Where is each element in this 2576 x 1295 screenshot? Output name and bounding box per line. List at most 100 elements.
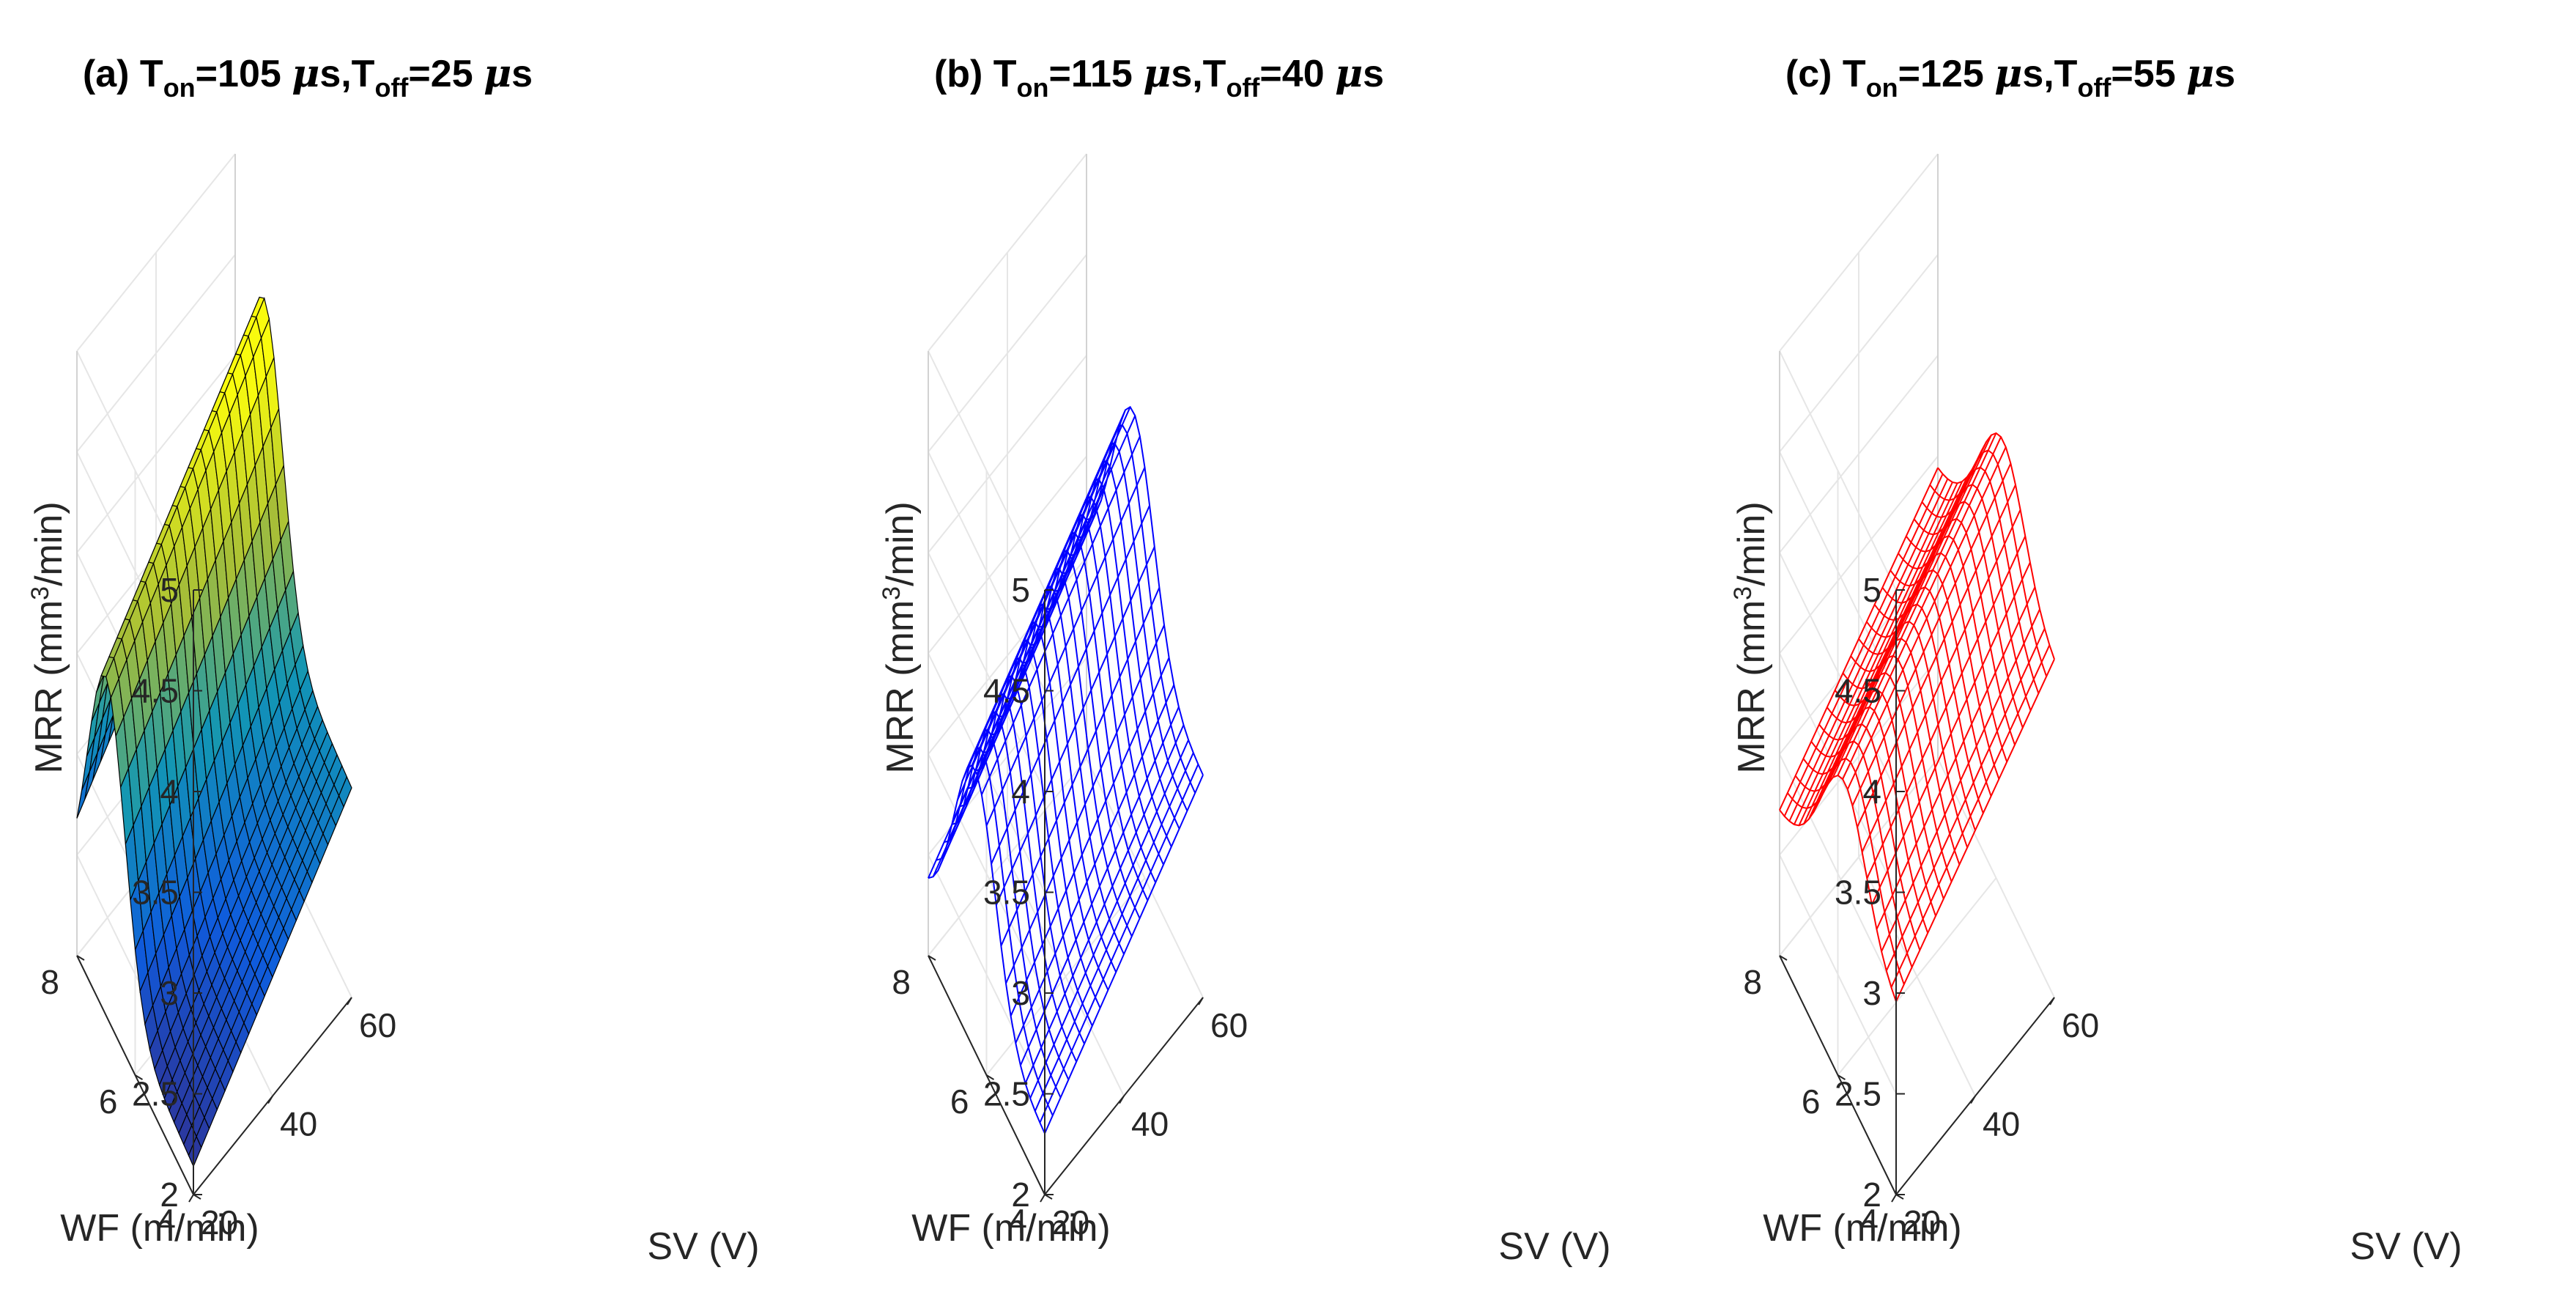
z-axis-label: MRR (mm3/min) [26,501,70,773]
mesh-line [983,638,1101,1008]
z-tick-label: 2 [160,1176,179,1214]
x-tick-label: 20 [201,1203,238,1241]
x-axis-label: SV (V) [2350,1225,2462,1268]
x-tick [2049,997,2055,1006]
x-tick [1119,1095,1125,1104]
y-axis-label: WF (m/min) [60,1207,259,1250]
panel-title: (c) Ton=125 μs,Toff=55 μs [1785,51,2235,103]
axes: 20 40 60 4 6 8 2 2.5 3 3.5 4 4.5 5 [40,571,396,1241]
x-tick [267,1095,273,1104]
grid-line [1837,877,1997,1076]
z-tick-label: 2.5 [1835,1075,1881,1113]
mesh-line [1062,460,1180,830]
mesh-line [1015,567,1133,937]
x-tick [1970,1095,1976,1104]
z-tick-label: 4.5 [1835,672,1881,710]
mesh-line [1890,534,2008,762]
mesh-line [1921,466,2040,694]
z-tick-label: 2 [1862,1176,1881,1214]
mesh-line [1873,569,1992,797]
mesh-line [967,674,1085,1044]
mesh-line [991,621,1109,991]
z-tick-label: 3 [160,974,179,1012]
mesh-line [1046,495,1164,866]
mesh-line [1850,620,1969,848]
grid-line [928,758,1087,956]
mesh-line [1023,549,1141,919]
mesh-line [1906,501,2024,728]
x-tick-label: 20 [1903,1203,1941,1241]
mesh-line [936,746,1054,1116]
z-tick-label: 2.5 [132,1075,179,1113]
x-tick [347,997,352,1006]
mesh-line [1929,449,2048,677]
mesh-line [952,710,1070,1080]
mesh-line [1802,723,1921,951]
surface [76,296,352,1168]
z-tick-label: 4 [1862,772,1881,811]
y-tick-label: 6 [1802,1082,1821,1121]
x-axis-label: SV (V) [1498,1225,1610,1268]
z-axis-label: MRR (mm3/min) [878,501,922,773]
mesh [928,405,1204,1134]
axes: 20 40 60 4 6 8 2 2.5 3 3.5 4 4.5 5 [892,571,1248,1241]
mesh-line [1054,477,1172,847]
z-tick-label: 3.5 [132,874,179,912]
mesh-line [1881,552,2000,780]
mesh-line [959,693,1078,1063]
x-tick-label: 40 [1131,1105,1169,1143]
grid-line [1779,758,1939,956]
y-tick [76,955,85,961]
z-tick-label: 4 [160,772,179,811]
z-tick-label: 5 [1862,571,1881,609]
z-tick-label: 5 [160,571,179,609]
y-tick [928,955,936,961]
x-tick-label: 40 [280,1105,317,1143]
mesh-line [1913,483,2032,711]
mesh-line [1810,706,1929,934]
z-tick-label: 3 [1862,974,1881,1012]
surface-patch [338,775,352,808]
mesh-line [1070,441,1188,811]
mesh-line [1794,740,1913,968]
mesh-line [1038,513,1157,883]
mesh-line [1787,757,1905,985]
y-tick-label: 8 [40,963,59,1001]
panel-title: (b) Ton=115 μs,Toff=40 μs [934,51,1384,103]
x-tick [1040,1194,1045,1203]
x-tick-label: 20 [1052,1203,1089,1241]
x-tick-label: 60 [1210,1006,1248,1044]
y-tick-label: 8 [1743,963,1762,1001]
z-tick-label: 3.5 [1835,874,1881,912]
mesh-line [999,602,1117,973]
mesh-line [1818,689,1936,917]
z-tick-label: 2 [1011,1176,1030,1214]
grid-line [985,877,1146,1076]
z-tick-label: 4.5 [983,672,1030,710]
mesh-line [1031,531,1149,901]
mesh-line [1858,603,1976,831]
z-tick-label: 5 [1011,571,1030,609]
z-tick-label: 2.5 [983,1075,1030,1113]
z-axis-label: MRR (mm3/min) [1729,501,1773,773]
x-tick [1891,1194,1897,1203]
y-tick [985,1074,995,1080]
mesh [1779,432,2055,1002]
y-tick-label: 4 [1008,1202,1027,1240]
mesh-line [1842,638,1961,866]
x-tick-label: 60 [359,1006,396,1044]
mesh-line [944,728,1062,1099]
mesh-line [1086,405,1204,775]
z-tick-label: 3 [1011,974,1030,1012]
mesh-line [1898,517,2016,745]
mesh-line [1866,586,1984,814]
y-tick [1779,955,1788,961]
mesh-line [975,657,1093,1027]
y-tick-label: 4 [157,1202,176,1240]
panel-a: 20 40 60 4 6 8 2 2.5 3 3.5 4 4.5 5 (a) Ton=105 μs,To… [26,51,760,1268]
z-tick-label: 4 [1011,772,1030,811]
x-tick [188,1194,194,1203]
panel-title: (a) Ton=105 μs,Toff=25 μs [83,51,533,103]
axes: 20 40 60 4 6 8 2 2.5 3 3.5 4 4.5 5 [1743,571,2099,1241]
